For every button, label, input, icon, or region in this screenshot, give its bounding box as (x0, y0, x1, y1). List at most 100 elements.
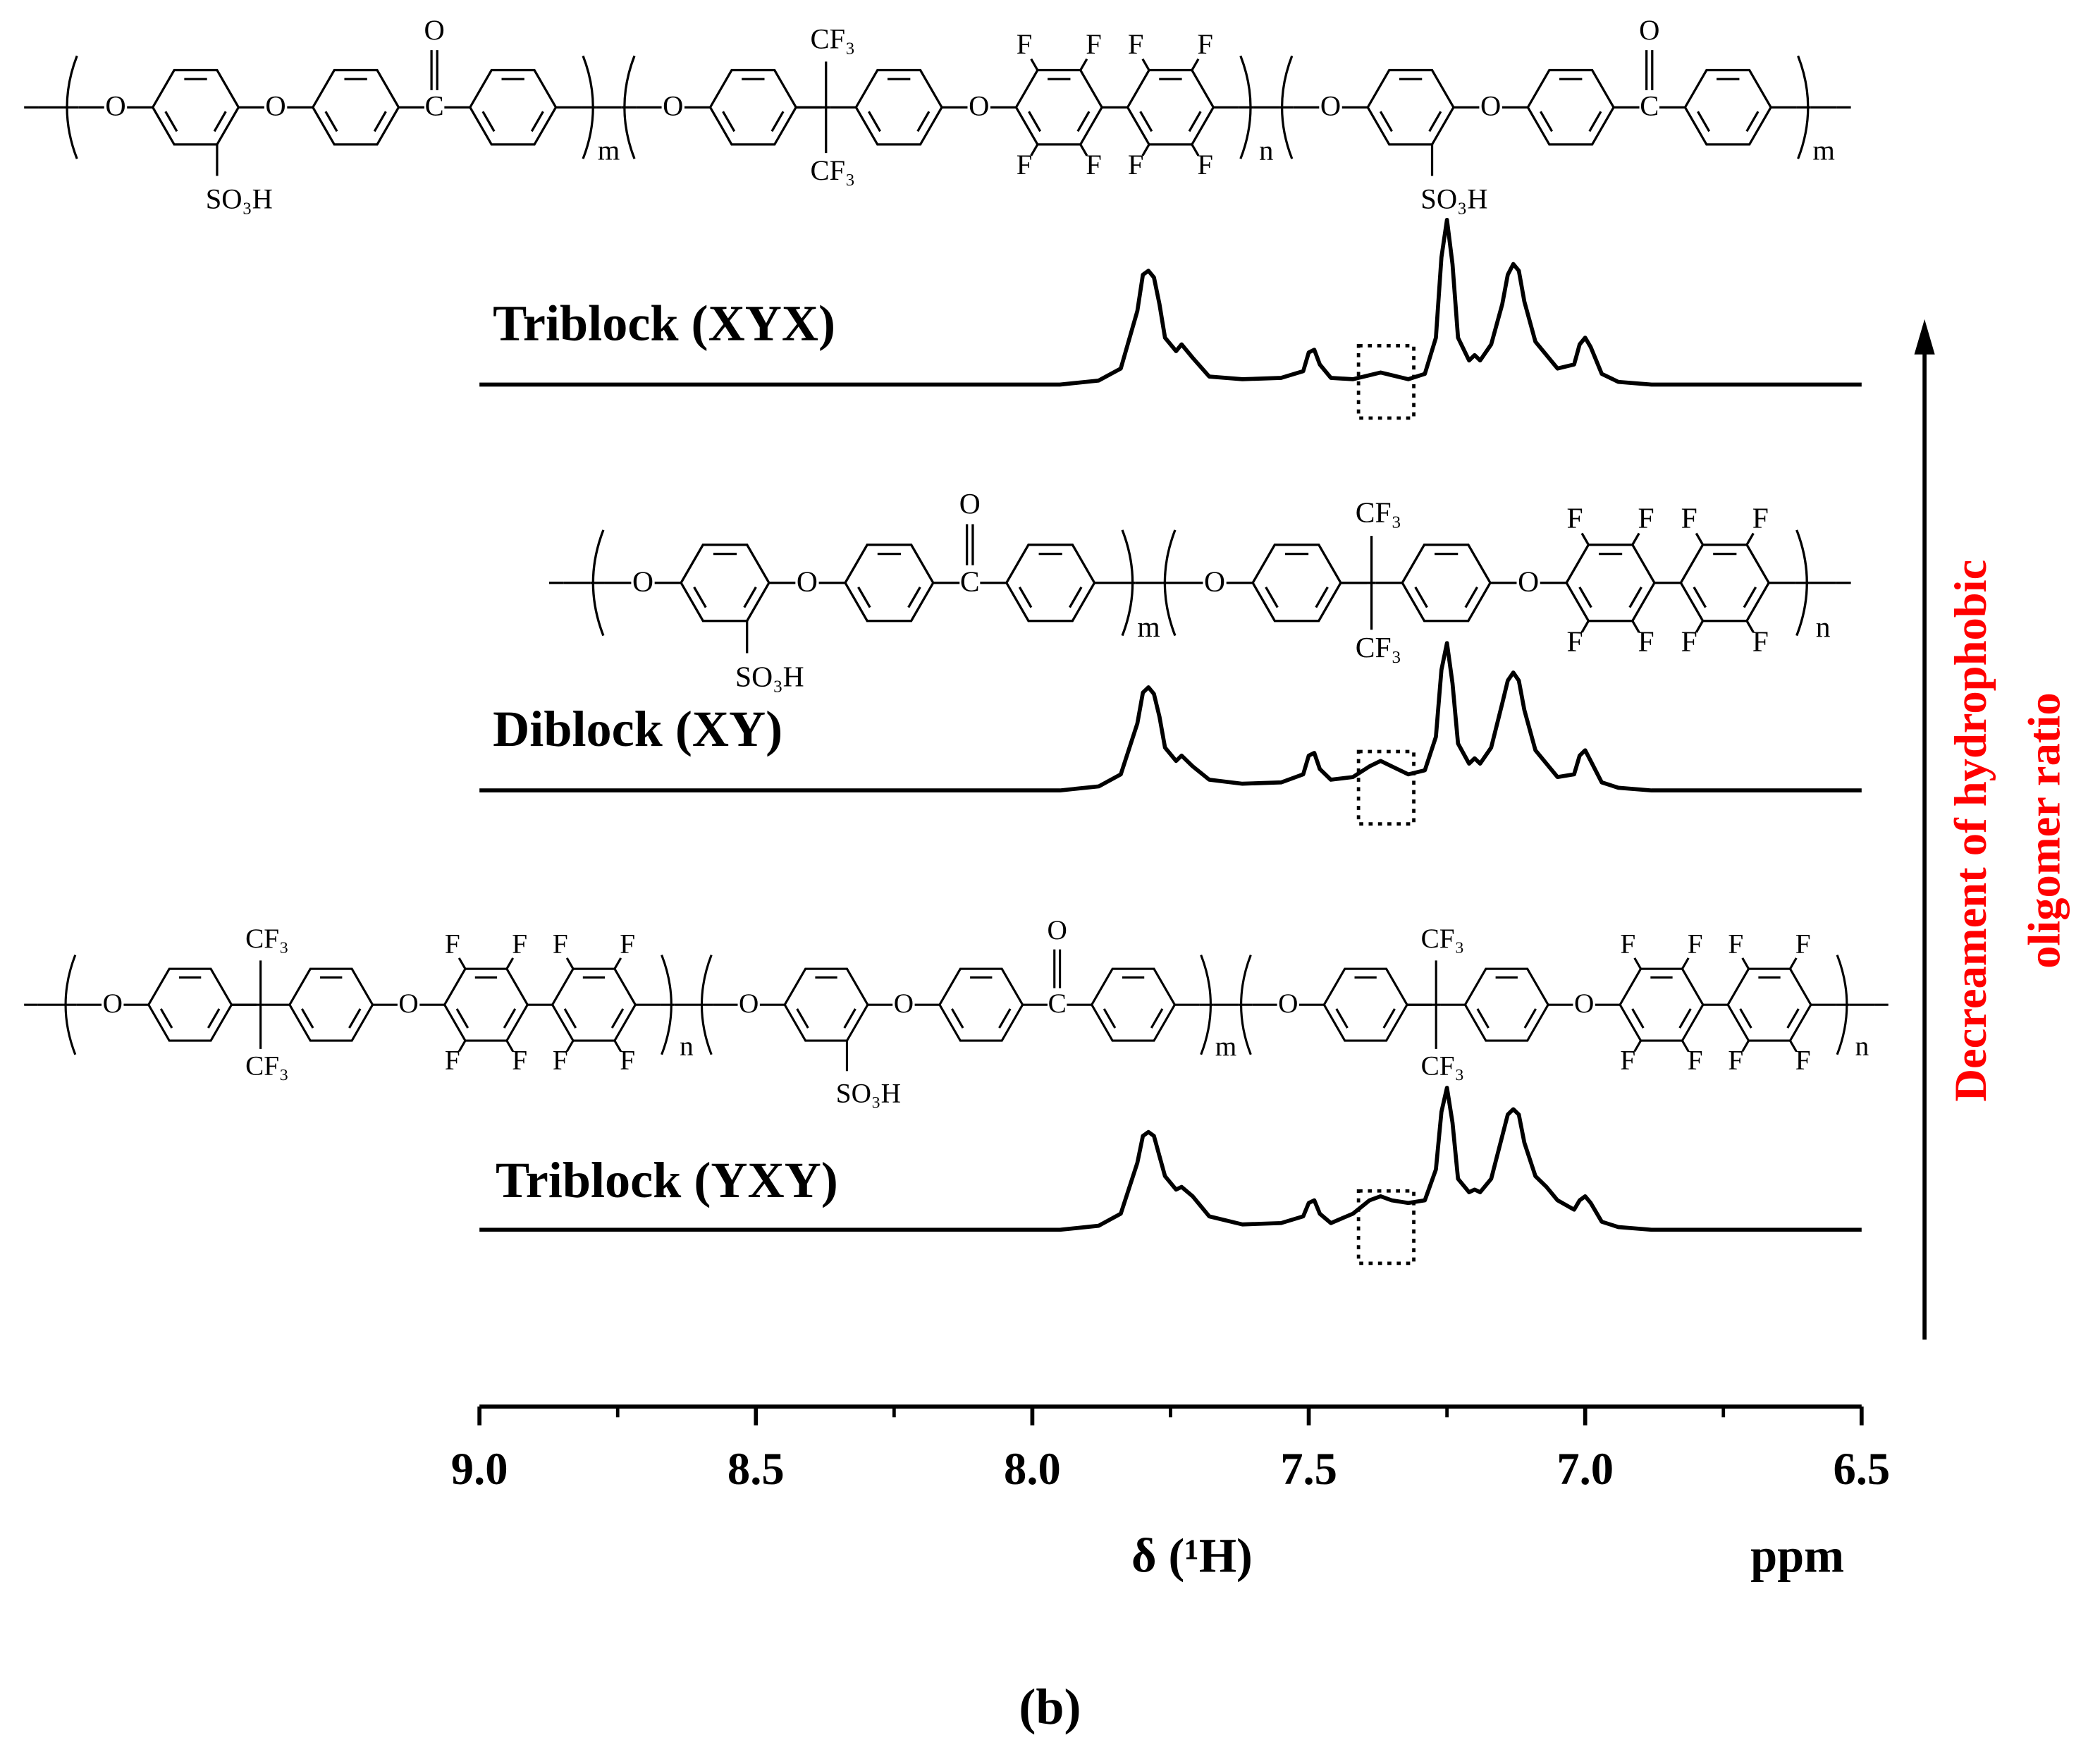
series-label: Triblock (YXY) (496, 1152, 838, 1208)
spectrum-line (479, 641, 1862, 793)
spectrum-line (479, 1086, 1862, 1232)
bond (1030, 144, 1039, 157)
atom-label: CF₃ (1356, 631, 1401, 663)
atom-label: O (398, 988, 418, 1019)
atom-label: n (680, 1031, 694, 1062)
bond (1697, 111, 1711, 133)
ring (311, 68, 400, 146)
bond (458, 1040, 467, 1053)
bond (722, 111, 736, 133)
bond (458, 957, 467, 969)
series-label: Triblock (XYX) (493, 295, 835, 351)
atom-label: O (424, 14, 445, 46)
bond (1633, 957, 1642, 969)
atom-label: O (739, 988, 759, 1019)
atom-label: O (1204, 565, 1225, 597)
atom-label: F (1197, 28, 1213, 60)
atom-label: SO₃H (735, 660, 804, 692)
bond (1079, 58, 1088, 71)
ring (1565, 543, 1656, 623)
ring (147, 967, 233, 1042)
atom-label: O (1639, 14, 1659, 46)
bond (1695, 532, 1705, 546)
ring (1526, 68, 1615, 146)
atom-label: O (1518, 565, 1539, 597)
atom-label: F (1128, 149, 1144, 180)
atom-label: F (1638, 502, 1654, 534)
bond (1580, 620, 1590, 633)
atom-label: F (1681, 502, 1697, 534)
ring (468, 68, 558, 146)
bond (1265, 587, 1279, 608)
atom-label: O (1320, 90, 1341, 122)
ring (151, 68, 240, 146)
x-axis-label: δ (¹H) (1131, 1528, 1253, 1582)
ring (1014, 68, 1103, 146)
ring (938, 967, 1024, 1042)
bond (1628, 587, 1642, 608)
bond (1428, 111, 1442, 133)
bond (1741, 1040, 1750, 1053)
bond (565, 957, 575, 969)
bond (348, 1008, 362, 1029)
bond (1631, 532, 1640, 546)
atom-label: F (1688, 929, 1703, 960)
bond (868, 111, 881, 133)
atom-label: CF₃ (245, 1050, 289, 1081)
bond (505, 957, 515, 969)
bond (1079, 144, 1088, 157)
bond (1745, 532, 1755, 546)
bond (1476, 1008, 1490, 1029)
highlight-box (1356, 749, 1416, 826)
bond (373, 111, 387, 133)
atom-label: O (663, 90, 683, 122)
atom-label: F (1638, 625, 1654, 658)
atom-label: n (1855, 1031, 1869, 1062)
bond (843, 1008, 856, 1029)
bond (324, 111, 338, 133)
bond (1191, 58, 1200, 71)
ring (1683, 68, 1772, 146)
atom-label: SO₃H (206, 183, 273, 214)
bond (1150, 1008, 1164, 1029)
bond (563, 1008, 577, 1029)
bond (1789, 957, 1798, 969)
atom-label: F (1795, 929, 1811, 960)
bond (907, 587, 921, 608)
atom-label: F (445, 1046, 460, 1076)
bond (1631, 1008, 1645, 1029)
x-axis-unit: ppm (1750, 1528, 1844, 1582)
ring (1126, 68, 1215, 146)
bond (1315, 587, 1329, 608)
atom-label: SO₃H (1420, 183, 1487, 214)
x-tick-label: 7.0 (1556, 1443, 1614, 1494)
atom-label: CF₃ (1421, 1050, 1465, 1081)
atom-label: F (1752, 625, 1769, 658)
bond (1681, 957, 1690, 969)
series-label: Diblock (XY) (493, 701, 782, 757)
atom-label: F (1620, 1046, 1635, 1076)
atom-label: F (553, 929, 568, 960)
bond (503, 1008, 517, 1029)
bond (1141, 144, 1150, 157)
bond (207, 1008, 221, 1029)
atom-label: C (1048, 988, 1067, 1019)
atom-label: CF₃ (810, 23, 855, 54)
atom-label: O (1048, 915, 1067, 945)
bond (1580, 532, 1590, 546)
atom-label: O (1480, 90, 1501, 122)
bond (770, 111, 785, 133)
atom-label: O (1278, 988, 1298, 1019)
ring (1366, 68, 1455, 146)
bond (1188, 111, 1202, 133)
bond (1588, 111, 1602, 133)
bond (796, 1008, 809, 1029)
ring (1679, 543, 1771, 623)
bond (1745, 620, 1755, 633)
spectrum-line (479, 217, 1862, 387)
bond (998, 1008, 1012, 1029)
bond (1578, 587, 1592, 608)
bond (951, 1008, 964, 1029)
